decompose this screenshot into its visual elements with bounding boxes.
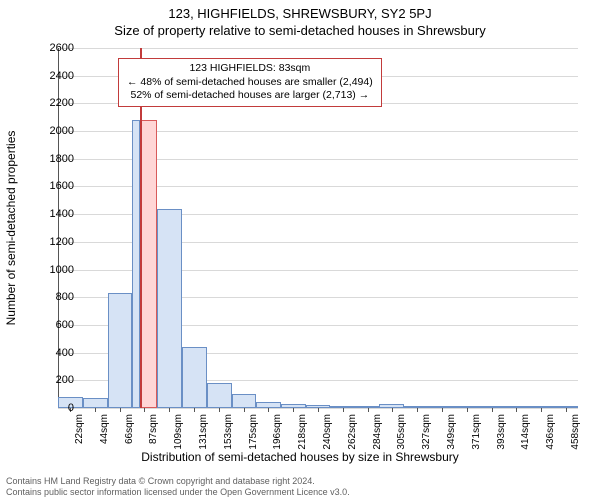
x-tick-label: 414sqm	[520, 414, 531, 454]
plot-area: 123 HIGHFIELDS: 83sqm← 48% of semi-detac…	[58, 48, 578, 408]
y-tick-label: 1600	[26, 180, 74, 192]
x-tick-label: 284sqm	[372, 414, 383, 454]
chart-container: 123, HIGHFIELDS, SHREWSBURY, SY2 5PJ Siz…	[0, 0, 600, 500]
y-tick-label: 2200	[26, 97, 74, 109]
y-tick-label: 400	[26, 347, 74, 359]
x-tick-label: 131sqm	[198, 414, 209, 454]
y-tick-label: 2600	[26, 42, 74, 54]
footer-line1: Contains HM Land Registry data © Crown c…	[6, 476, 350, 487]
y-tick-label: 2400	[26, 70, 74, 82]
grid-line	[58, 48, 578, 49]
x-tick-label: 458sqm	[570, 414, 581, 454]
histogram-bar	[157, 209, 182, 408]
annotation-line3: 52% of semi-detached houses are larger (…	[127, 89, 373, 103]
annotation-box: 123 HIGHFIELDS: 83sqm← 48% of semi-detac…	[118, 58, 382, 107]
x-tick-label: 436sqm	[545, 414, 556, 454]
x-tick-label: 87sqm	[148, 414, 159, 454]
y-tick-label: 1200	[26, 236, 74, 248]
y-tick-label: 1800	[26, 153, 74, 165]
histogram-bar	[83, 398, 108, 408]
histogram-bar	[182, 347, 207, 408]
y-tick-label: 1000	[26, 264, 74, 276]
x-tick-label: 66sqm	[124, 414, 135, 454]
y-axis-label: Number of semi-detached properties	[4, 131, 18, 326]
footer: Contains HM Land Registry data © Crown c…	[6, 476, 350, 498]
y-tick-label: 600	[26, 319, 74, 331]
footer-line2: Contains public sector information licen…	[6, 487, 350, 498]
annotation-line2: ← 48% of semi-detached houses are smalle…	[127, 76, 373, 90]
x-tick-label: 109sqm	[173, 414, 184, 454]
x-tick-label: 349sqm	[446, 414, 457, 454]
y-tick-label: 2000	[26, 125, 74, 137]
x-tick-label: 262sqm	[347, 414, 358, 454]
histogram-bar	[232, 394, 256, 408]
y-tick-label: 200	[26, 374, 74, 386]
x-tick-label: 153sqm	[223, 414, 234, 454]
histogram-bar	[108, 293, 132, 408]
annotation-line1: 123 HIGHFIELDS: 83sqm	[127, 62, 373, 76]
x-tick-label: 22sqm	[74, 414, 85, 454]
title-sub: Size of property relative to semi-detach…	[0, 21, 600, 38]
x-tick-label: 175sqm	[248, 414, 259, 454]
y-tick-label: 1400	[26, 208, 74, 220]
x-tick-label: 305sqm	[396, 414, 407, 454]
x-tick-label: 327sqm	[421, 414, 432, 454]
x-tick-label: 196sqm	[272, 414, 283, 454]
y-tick-label: 800	[26, 291, 74, 303]
x-tick-label: 393sqm	[496, 414, 507, 454]
x-tick-label: 371sqm	[471, 414, 482, 454]
x-tick-label: 218sqm	[297, 414, 308, 454]
x-tick-label: 44sqm	[99, 414, 110, 454]
histogram-bar-highlight	[140, 120, 157, 408]
title-main: 123, HIGHFIELDS, SHREWSBURY, SY2 5PJ	[0, 0, 600, 21]
histogram-bar	[207, 383, 232, 408]
x-tick-label: 240sqm	[322, 414, 333, 454]
histogram-bar	[132, 120, 140, 408]
y-tick-label: 0	[26, 402, 74, 414]
